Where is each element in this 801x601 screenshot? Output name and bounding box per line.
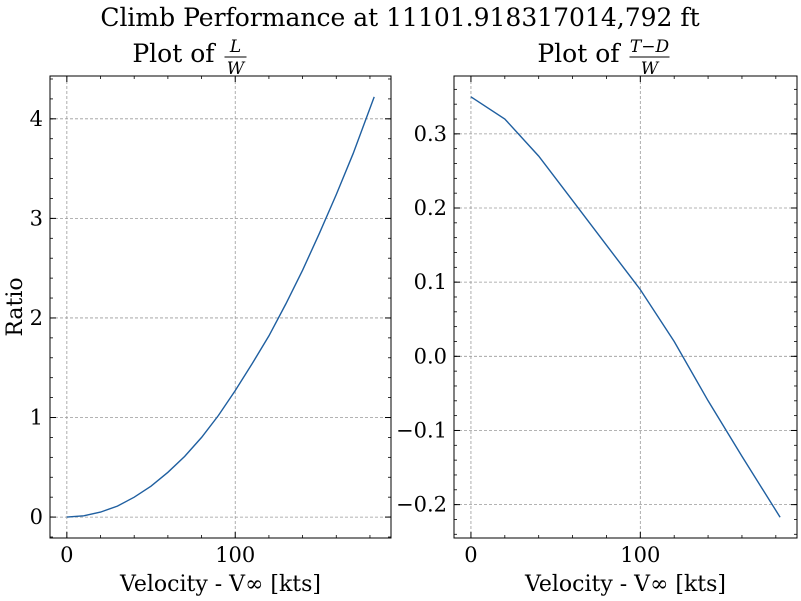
plot-frame (453, 75, 798, 539)
y-tick-label: 0.1 (414, 270, 447, 294)
lift-to-weight-panel: 0 100 0 1 2 3 4 Plot of LW Velocity - V∞ [kts] Rat… (3, 37, 392, 597)
y-tick-label: 2 (30, 306, 43, 330)
series-line (470, 96, 781, 518)
panel-title-prefix: Plot of (132, 39, 216, 68)
y-tick-label: 3 (30, 206, 43, 230)
title-fraction-numerator: T−D (630, 37, 670, 57)
series-line (66, 96, 375, 518)
y-tick-label: 0.2 (414, 196, 447, 220)
x-axis-label: Velocity - V∞ [kts] (524, 572, 726, 597)
x-tick-label: 100 (620, 543, 660, 567)
y-tick-label: 4 (30, 107, 43, 131)
plot-frame (49, 75, 392, 539)
y-tick-label: 0.0 (414, 344, 447, 368)
y-axis-label: Ratio (3, 277, 28, 336)
title-fraction-denominator: W (641, 59, 660, 79)
y-tick-label: 0.3 (414, 122, 447, 146)
x-tick-label: 0 (60, 543, 73, 567)
thrust-minus-drag-panel: 0 100 −0.2 −0.1 0.0 0.1 0.2 0.3 Plot of T−DW Veloc… (396, 37, 798, 597)
title-fraction-denominator: W (227, 59, 246, 79)
title-fraction-numerator: L (229, 37, 241, 57)
y-tick-label: 1 (30, 406, 43, 430)
x-axis-label: Velocity - V∞ [kts] (119, 572, 321, 597)
figure-suptitle: Climb Performance at 11101.918317014,792… (100, 3, 699, 32)
panel-title-prefix: Plot of (537, 39, 621, 68)
y-tick-label: −0.2 (396, 493, 447, 517)
panel-title: Plot of T−DW (537, 37, 670, 79)
y-tick-label: −0.1 (396, 418, 447, 442)
x-tick-label: 0 (464, 543, 477, 567)
y-tick-label: 0 (30, 505, 43, 529)
panel-title: Plot of LW (132, 37, 247, 79)
x-tick-label: 100 (215, 543, 255, 567)
